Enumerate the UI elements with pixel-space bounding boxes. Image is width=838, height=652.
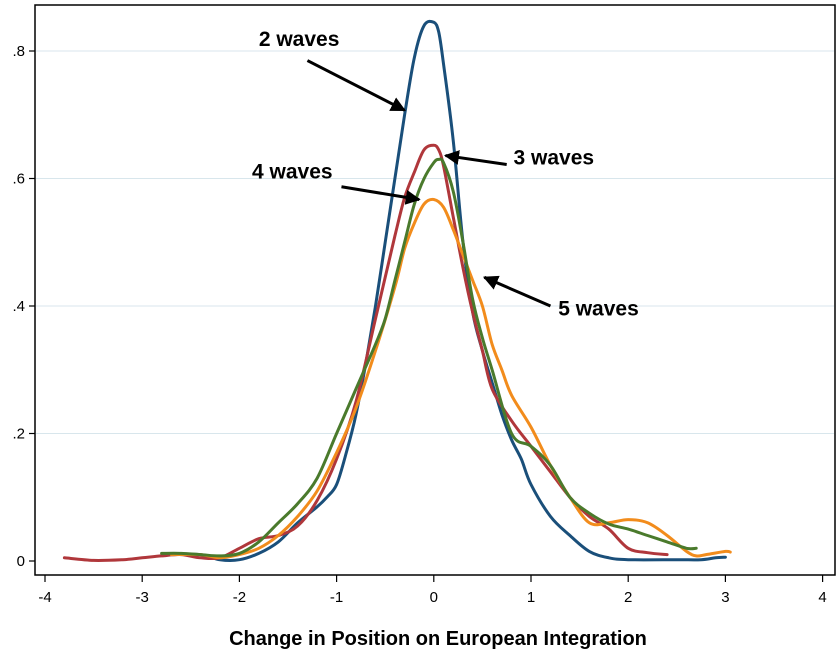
annotation-label: 4 waves	[252, 161, 333, 184]
annotation-arrow	[341, 185, 421, 205]
x-tick-label: 2	[624, 589, 632, 606]
y-tick-label: .2	[12, 426, 25, 443]
x-tick-label: -4	[38, 589, 51, 606]
annotations: 2 waves 3 waves 4 waves 5 waves	[252, 28, 639, 321]
y-tick-label: .4	[12, 298, 25, 315]
x-tick-label: -2	[233, 589, 246, 606]
x-tick-label: 0	[430, 589, 438, 606]
annotation-label: 5 waves	[558, 298, 639, 321]
annotation-arrow	[443, 150, 507, 166]
annotation-arrow	[482, 275, 552, 308]
series-line-3-waves	[62, 143, 669, 562]
series-line-5-waves	[169, 197, 732, 560]
plot-frame	[34, 4, 836, 576]
series-line-2-waves	[169, 19, 727, 562]
series-line-4-waves	[160, 157, 698, 558]
axes: 0 .2 .4 .6 .8 -4 -3 -2 -1 0 1 2 3 4	[12, 4, 836, 606]
y-tick-label: .8	[12, 43, 25, 60]
x-tick-label: 3	[721, 589, 729, 606]
x-tick-label: -3	[136, 589, 149, 606]
x-axis-title: Change in Position on European Integrati…	[229, 628, 647, 650]
series-lines	[62, 19, 732, 562]
annotation-arrow	[306, 59, 406, 112]
x-tick-label: 1	[527, 589, 535, 606]
y-tick-label: .6	[12, 171, 25, 188]
annotation-label: 3 waves	[514, 146, 595, 169]
x-tick-label: 4	[818, 589, 826, 606]
annotation-label: 2 waves	[259, 28, 340, 51]
gridlines	[36, 50, 834, 434]
y-tick-label: 0	[17, 553, 25, 570]
x-tick-label: -1	[330, 589, 343, 606]
